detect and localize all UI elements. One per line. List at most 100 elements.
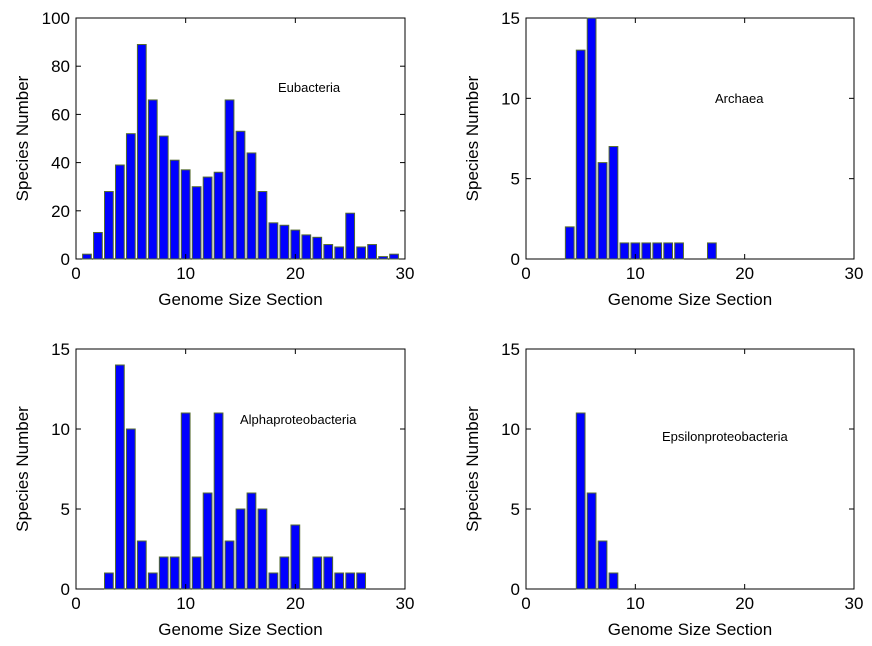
bar bbox=[663, 242, 674, 260]
x-tick-label: 10 bbox=[176, 264, 195, 283]
y-tick-label: 15 bbox=[51, 340, 70, 359]
bar bbox=[345, 572, 356, 590]
y-tick-label: 5 bbox=[61, 500, 70, 519]
bar bbox=[378, 256, 388, 260]
bar bbox=[367, 244, 377, 260]
x-axis-label: Genome Size Section bbox=[608, 620, 772, 639]
bar bbox=[586, 17, 597, 260]
y-tick-label: 0 bbox=[511, 580, 520, 599]
bar bbox=[356, 246, 367, 260]
bar bbox=[290, 524, 301, 590]
bar bbox=[575, 49, 586, 260]
bar bbox=[213, 171, 224, 260]
bar bbox=[169, 556, 180, 590]
bar bbox=[104, 191, 114, 260]
bar bbox=[597, 540, 608, 590]
bar bbox=[706, 242, 717, 260]
bar bbox=[224, 540, 235, 590]
y-tick-label: 5 bbox=[511, 500, 520, 519]
y-axis-label: Species Number bbox=[463, 406, 482, 532]
bar bbox=[191, 186, 202, 260]
bar bbox=[268, 222, 279, 260]
chart-annotation: Alphaproteobacteria bbox=[240, 412, 357, 427]
chart-annotation: Eubacteria bbox=[278, 80, 341, 95]
bar bbox=[323, 244, 334, 260]
subplot-4: 0 10 20 30 0 5 10 15 Genome Size Section Species … bbox=[463, 340, 863, 639]
bar bbox=[608, 572, 619, 590]
bar bbox=[180, 169, 191, 260]
y-axis-label: Species Number bbox=[13, 75, 32, 201]
bar bbox=[312, 556, 323, 590]
subplot-2: 0 10 20 30 0 5 10 15 Genome Size Section Species … bbox=[463, 9, 863, 309]
bar bbox=[114, 364, 125, 590]
y-tick-label: 15 bbox=[501, 340, 520, 359]
bar bbox=[93, 231, 103, 260]
bar bbox=[147, 99, 158, 260]
bar bbox=[279, 224, 290, 260]
x-tick-label: 10 bbox=[626, 264, 645, 283]
bar bbox=[564, 226, 575, 260]
x-tick-label: 20 bbox=[735, 264, 754, 283]
x-axis-label: Genome Size Section bbox=[608, 290, 772, 309]
bar bbox=[235, 508, 246, 590]
y-tick-label: 15 bbox=[501, 9, 520, 28]
bar bbox=[125, 133, 136, 260]
bar bbox=[202, 492, 213, 590]
y-tick-label: 10 bbox=[501, 89, 520, 108]
x-axis-label: Genome Size Section bbox=[158, 290, 322, 309]
bar bbox=[619, 242, 630, 260]
bar bbox=[652, 242, 663, 260]
x-tick-label: 20 bbox=[735, 594, 754, 613]
bar bbox=[180, 412, 191, 590]
bar bbox=[389, 253, 399, 260]
bar bbox=[224, 99, 235, 260]
bar bbox=[158, 135, 169, 260]
bar bbox=[136, 44, 147, 260]
bar bbox=[125, 428, 136, 590]
x-tick-label: 0 bbox=[521, 264, 530, 283]
y-tick-label: 0 bbox=[61, 580, 70, 599]
y-tick-label: 0 bbox=[511, 250, 520, 269]
bar bbox=[235, 130, 246, 260]
bar bbox=[597, 162, 608, 260]
bar bbox=[147, 572, 158, 590]
bar bbox=[257, 191, 268, 260]
y-tick-label: 10 bbox=[501, 420, 520, 439]
bar bbox=[345, 212, 356, 260]
bar bbox=[334, 572, 345, 590]
chart-annotation: Epsilonproteobacteria bbox=[662, 429, 789, 444]
bar bbox=[82, 253, 92, 260]
bar bbox=[191, 556, 202, 590]
y-axis-label: Species Number bbox=[463, 75, 482, 201]
bar bbox=[213, 412, 224, 590]
x-tick-label: 0 bbox=[521, 594, 530, 613]
bar bbox=[114, 164, 125, 260]
x-tick-label: 10 bbox=[626, 594, 645, 613]
bar bbox=[301, 234, 312, 260]
bar bbox=[575, 412, 586, 590]
bar bbox=[674, 242, 684, 260]
x-tick-label: 10 bbox=[176, 594, 195, 613]
plot-area bbox=[525, 17, 855, 260]
x-tick-label: 30 bbox=[845, 594, 864, 613]
bar bbox=[104, 572, 114, 590]
bar bbox=[334, 246, 345, 260]
bar bbox=[169, 159, 180, 260]
bar bbox=[202, 176, 213, 260]
y-tick-label: 60 bbox=[51, 105, 70, 124]
subplot-1: 0 10 20 30 0 20 40 60 80 100 Genome Size Section Sp… bbox=[13, 9, 414, 309]
y-tick-label: 100 bbox=[42, 9, 70, 28]
bar bbox=[246, 152, 257, 260]
bar bbox=[356, 572, 367, 590]
x-tick-label: 30 bbox=[396, 264, 415, 283]
x-tick-label: 0 bbox=[71, 264, 80, 283]
x-tick-label: 0 bbox=[71, 594, 80, 613]
plot-area bbox=[525, 348, 855, 590]
y-tick-label: 80 bbox=[51, 57, 70, 76]
bar bbox=[268, 572, 279, 590]
bar bbox=[279, 556, 290, 590]
bar bbox=[586, 492, 597, 590]
y-tick-label: 20 bbox=[51, 202, 70, 221]
x-tick-label: 20 bbox=[286, 594, 305, 613]
